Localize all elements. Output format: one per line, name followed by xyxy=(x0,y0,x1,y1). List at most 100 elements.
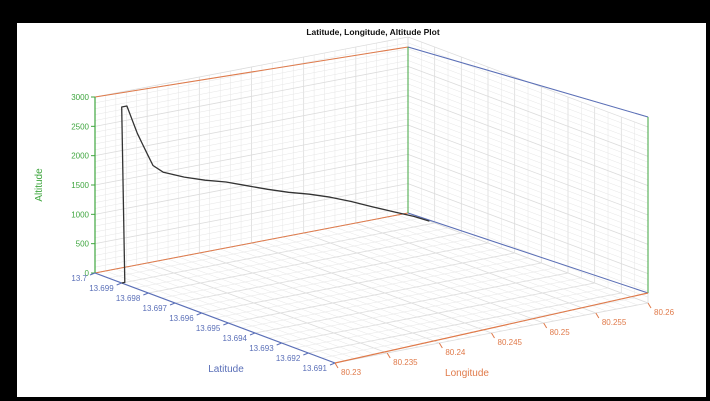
grid-line-wall-alt xyxy=(94,148,409,209)
grid-line-wall-alt xyxy=(94,54,409,115)
axis-label-altitude: Altitude xyxy=(34,168,45,202)
grid-line-floor-lat xyxy=(108,217,422,279)
grid-line-wall-alt xyxy=(94,201,409,262)
tick-label-longitude: 80.235 xyxy=(393,358,418,367)
tick-mark-latitude xyxy=(169,302,176,306)
grid-line-wall-alt-right xyxy=(407,177,649,269)
grid-line-wall-alt xyxy=(94,130,409,192)
tick-mark-latitude xyxy=(303,352,309,356)
grid-line-floor-lat xyxy=(214,257,529,319)
grid-line-wall-alt-right xyxy=(407,171,649,263)
grid-line-floor-lat xyxy=(241,267,555,329)
tick-label-latitude: 13.691 xyxy=(303,364,328,373)
grid-line-wall-alt xyxy=(94,142,409,203)
tick-label-altitude: 0 xyxy=(85,269,90,278)
grid-line-wall-alt-right xyxy=(407,89,649,181)
grid-line-wall-alt-right xyxy=(407,54,649,145)
latitude-axis-line xyxy=(94,272,336,364)
tick-label-altitude: 500 xyxy=(76,240,90,249)
axis-ticks: 0 500 1000 1500 2000 2500 3000 13.713.69913.698… xyxy=(71,93,674,377)
grid-line-wall-alt xyxy=(94,159,409,221)
grid-line-floor-lat xyxy=(188,247,502,309)
grid-line-wall-alt xyxy=(94,89,409,151)
grid-line-wall-alt-right xyxy=(407,113,649,204)
grid-line-floor-lat xyxy=(121,222,435,284)
tick-label-latitude: 13.698 xyxy=(116,294,141,303)
tick-label-altitude: 2500 xyxy=(71,122,89,131)
grid-line-wall-alt-right xyxy=(407,159,649,251)
grid-line-wall-alt-right xyxy=(407,71,649,163)
tick-mark-longitude xyxy=(334,362,339,369)
grid-line-wall-alt xyxy=(94,153,409,215)
grid-line-wall-alt-right xyxy=(407,153,649,245)
tick-label-longitude: 80.25 xyxy=(550,328,571,337)
grid-line-floor-lat xyxy=(308,292,622,354)
tick-mark-latitude xyxy=(249,332,256,336)
grid-line-wall-alt-right xyxy=(407,83,649,175)
grid-line-wall-alt xyxy=(94,42,409,104)
tick-label-longitude: 80.26 xyxy=(654,308,675,317)
tick-mark-longitude xyxy=(543,322,548,329)
grid-line-wall-alt-right xyxy=(407,142,649,233)
tick-label-latitude: 13.699 xyxy=(89,284,114,293)
grid-line-wall-alt xyxy=(94,83,409,145)
tick-label-altitude: 2000 xyxy=(71,152,89,161)
grid-line-wall-alt-right xyxy=(407,60,649,151)
grid-line-wall-alt-right xyxy=(407,130,649,222)
grid-line-wall-alt xyxy=(94,60,409,121)
grid-line-floor-lat xyxy=(161,237,475,299)
tick-mark-latitude xyxy=(196,312,202,316)
tick-label-latitude: 13.7 xyxy=(71,274,87,283)
grid-line-floor-lat xyxy=(281,282,595,344)
grid-line-wall-alt-right xyxy=(407,136,649,227)
tick-label-latitude: 13.695 xyxy=(196,324,221,333)
grid-line-wall-alt xyxy=(94,113,409,174)
grid-line-floor-lat xyxy=(174,242,489,304)
grid-line-wall-alt xyxy=(94,206,409,268)
tick-mark-latitude xyxy=(223,322,229,326)
tick-mark-latitude xyxy=(329,362,336,366)
grid-line-wall-alt xyxy=(94,48,409,109)
grid-line-wall-alt xyxy=(94,195,409,256)
tick-label-latitude: 13.696 xyxy=(169,314,194,323)
tick-mark-longitude xyxy=(386,352,391,359)
grid-line-wall-alt xyxy=(94,183,409,245)
grid-line-wall-alt xyxy=(94,107,409,168)
grid-line-wall-alt-right xyxy=(407,124,649,216)
grid-line-floor-lat xyxy=(201,252,515,314)
grid-line-wall-alt-right xyxy=(407,48,649,139)
tick-mark-latitude xyxy=(276,342,282,346)
grid-line-wall-alt-right xyxy=(407,183,649,275)
grid-line-wall-alt xyxy=(94,65,409,127)
grid-line-wall-alt xyxy=(94,71,409,133)
grid-line-wall-alt xyxy=(94,36,409,98)
grid-line-floor-lat xyxy=(148,232,462,294)
grid-line-wall-alt xyxy=(94,171,409,233)
grid-line-floor-lat xyxy=(134,227,449,289)
axis-label-longitude: Longitude xyxy=(445,368,489,379)
tick-mark-latitude xyxy=(89,272,96,276)
grid-line-wall-alt xyxy=(94,165,409,227)
tick-mark-longitude xyxy=(595,312,600,319)
tick-label-longitude: 80.255 xyxy=(602,318,627,327)
chart-title: Latitude, Longitude, Altitude Plot xyxy=(306,27,439,37)
tick-label-longitude: 80.23 xyxy=(341,368,362,377)
tick-label-latitude: 13.697 xyxy=(143,304,168,313)
grid-line-wall-alt xyxy=(94,124,409,186)
tick-mark-longitude xyxy=(647,302,652,309)
edge-back-right-top xyxy=(407,46,649,118)
tick-mark-latitude xyxy=(116,282,122,286)
grid-lines xyxy=(94,36,649,364)
tick-mark-latitude xyxy=(143,292,149,296)
grid-line-wall-alt-right xyxy=(407,95,649,187)
tick-label-longitude: 80.24 xyxy=(445,348,466,357)
grid-line-wall-alt-right xyxy=(407,206,649,298)
grid-line-wall-alt xyxy=(94,136,409,197)
grid-line-wall-alt-right xyxy=(407,65,649,157)
grid-line-wall-alt xyxy=(94,101,409,162)
grid-line-wall-alt xyxy=(94,189,409,250)
grid-line-wall-alt-right xyxy=(407,201,649,292)
edge-back-left-bottom xyxy=(94,212,409,274)
grid-line-floor-lat xyxy=(294,287,609,349)
edge-back-left-top xyxy=(94,46,409,98)
